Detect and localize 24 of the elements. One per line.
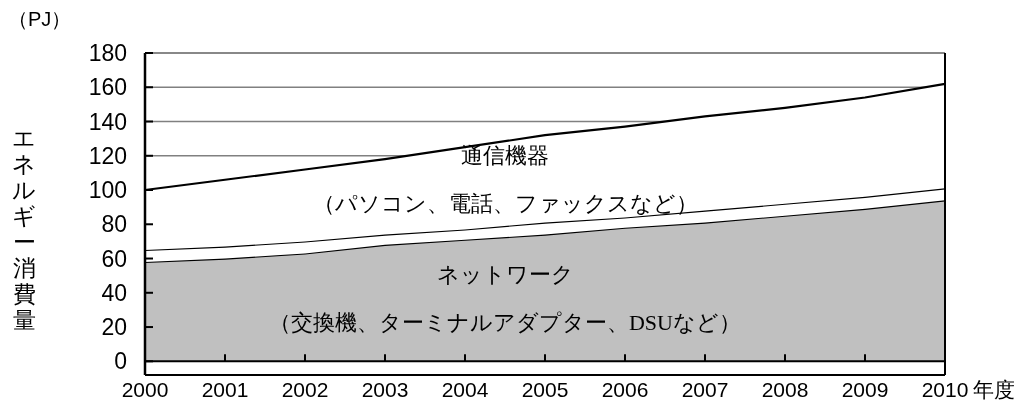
x-tick-label: 2002 [281, 378, 329, 401]
x-tick-label: 2004 [441, 378, 489, 401]
x-tick-label: 2008 [761, 378, 809, 401]
y-tick-label: 20 [101, 314, 127, 341]
y-tick-label: 40 [101, 279, 127, 306]
x-tick-label: 2010 [921, 378, 969, 401]
y-tick-label: 120 [88, 142, 127, 169]
xlabel: 年度 [973, 378, 1015, 401]
y-tick-label: 100 [88, 177, 127, 204]
ylabel: エネルギー消費量 [12, 125, 36, 333]
x-tick-label: 2001 [201, 378, 249, 401]
x-tick-label: 2006 [601, 378, 649, 401]
x-tick-label: 2000 [121, 378, 169, 401]
y-tick-label: 180 [88, 40, 127, 66]
y-tick-label: 80 [101, 211, 127, 238]
y-tick-label: 0 [114, 348, 127, 375]
annotation: （PJ） [8, 8, 72, 30]
x-tick-label: 2009 [841, 378, 889, 401]
y-tick-label: 160 [88, 74, 127, 101]
x-tick-label: 2003 [361, 378, 409, 401]
y-tick-label: 140 [88, 108, 127, 135]
x-tick-label: 2005 [521, 378, 569, 401]
y-tick-label: 60 [101, 245, 127, 272]
x-tick-label: 2007 [681, 378, 729, 401]
